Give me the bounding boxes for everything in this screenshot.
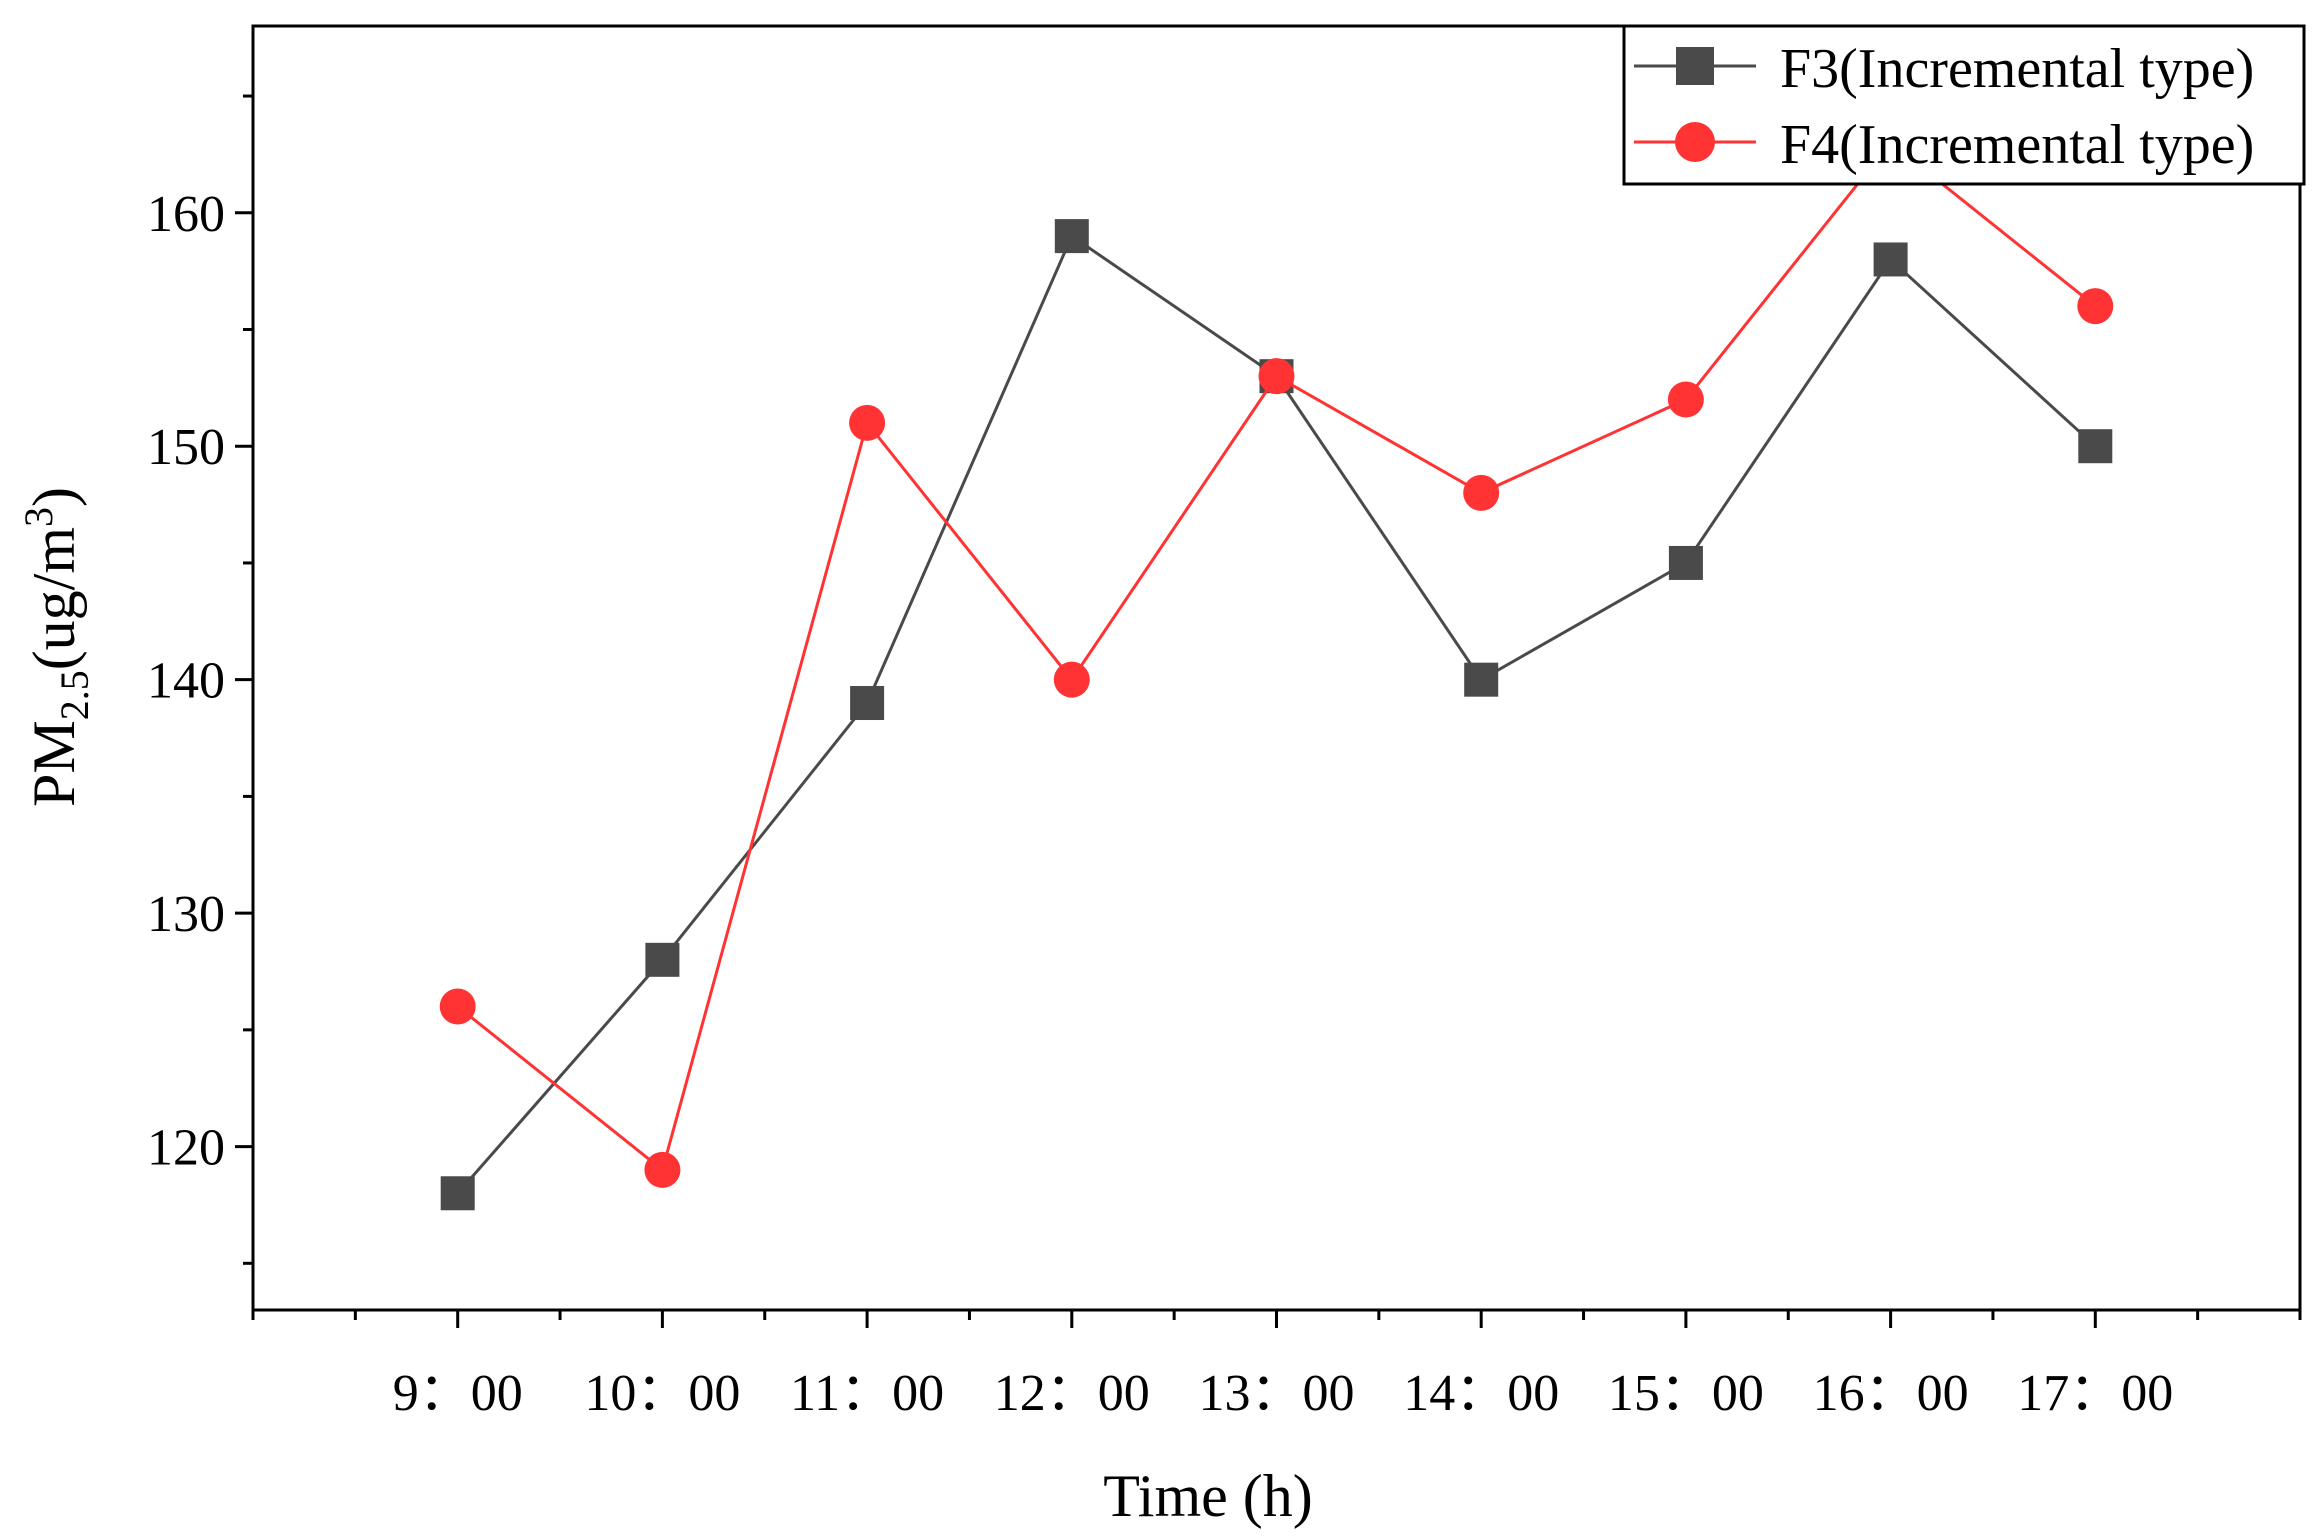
y-axis: 120 130 140 150 160 — [147, 94, 253, 1265]
data-point-square — [440, 1176, 475, 1211]
y-tick-label: 120 — [147, 1120, 225, 1177]
y-axis-label-close: ) — [21, 487, 87, 507]
x-tick-label: 14：00 — [1403, 1365, 1559, 1422]
data-point-circle — [644, 1151, 681, 1188]
y-tick-label: 130 — [147, 886, 225, 943]
x-axis-label: Time (h) — [1103, 1463, 1312, 1529]
legend-label-f4: F4(Incremental type) — [1780, 114, 2254, 176]
data-point-circle — [849, 404, 886, 441]
legend-box — [1622, 24, 2306, 186]
y-axis-label-superscript: 3 — [16, 507, 61, 527]
x-tick-label: 12：00 — [994, 1365, 1150, 1422]
data-point-square — [850, 686, 885, 721]
series-layer — [439, 124, 2114, 1211]
series-2 — [439, 124, 2114, 1188]
data-point-square — [645, 942, 680, 977]
data-point-circle — [1667, 381, 1704, 418]
legend-marker-f4 — [1675, 122, 1715, 162]
data-point-square — [1464, 662, 1499, 697]
legend-marker-f3 — [1676, 47, 1714, 85]
legend-label-f3: F3(Incremental type) — [1780, 38, 2254, 100]
x-tick-label: 13：00 — [1198, 1365, 1354, 1422]
y-axis-label-main: PM — [21, 720, 87, 807]
data-point-circle — [2077, 288, 2114, 325]
data-point-circle — [1463, 474, 1500, 511]
data-point-square — [1873, 242, 1908, 277]
x-tick-label: 16：00 — [1813, 1365, 1969, 1422]
y-tick-label: 140 — [147, 653, 225, 710]
x-tick-label: 11：00 — [790, 1365, 944, 1422]
y-axis-label-unit: (ug/m — [21, 527, 87, 670]
x-tick-label: 17：00 — [2017, 1365, 2173, 1422]
legend: F3(Incremental type) F4(Incremental type… — [1622, 24, 2306, 186]
data-point-circle — [1258, 358, 1295, 395]
x-tick-label: 9：00 — [393, 1365, 523, 1422]
y-axis-label-subscript: 2.5 — [52, 670, 97, 720]
x-tick-label: 15：00 — [1608, 1365, 1764, 1422]
x-tick-label: 10：00 — [584, 1365, 740, 1422]
data-point-square — [1668, 545, 1703, 580]
y-tick-label: 150 — [147, 419, 225, 476]
series-1 — [440, 219, 2113, 1211]
data-point-square — [1054, 219, 1089, 254]
data-point-square — [2078, 429, 2113, 464]
y-axis-label: PM2.5(ug/m3) — [16, 487, 97, 807]
x-axis: 9：00 10：00 11：00 12：00 13：00 14：00 15：00 16：00 1… — [251, 1310, 2302, 1422]
data-point-circle — [439, 988, 476, 1025]
y-tick-label: 160 — [147, 186, 225, 243]
data-point-circle — [1053, 661, 1090, 698]
